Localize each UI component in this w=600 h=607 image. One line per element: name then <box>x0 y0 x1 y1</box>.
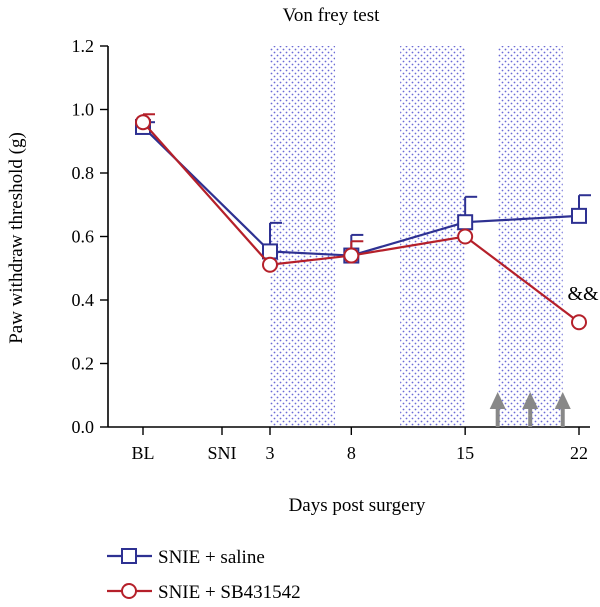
legend-label: SNIE + saline <box>158 547 265 568</box>
legend-item-1: SNIE + saline <box>107 547 265 568</box>
legend-item-2: SNIE + SB431542 <box>107 582 301 603</box>
y-tick-label: 0.8 <box>72 163 95 183</box>
y-tick-label: 1.2 <box>72 36 95 56</box>
x-tick-label: SNI <box>207 443 236 463</box>
legend-label: SNIE + SB431542 <box>158 582 301 603</box>
y-tick-label: 0.2 <box>72 354 95 374</box>
x-tick-label: BL <box>131 443 154 463</box>
injection-arrow <box>522 392 539 427</box>
y-ticks: 0.0 0.2 0.4 0.6 0.8 1.0 1.2 <box>72 36 108 437</box>
legend-square-marker <box>121 548 137 564</box>
x-ticks: BL SNI 3 8 15 22 <box>131 427 588 463</box>
significance-annotation: && <box>567 283 599 305</box>
data-point-circle <box>571 314 587 331</box>
series <box>135 113 591 331</box>
data-point-circle <box>135 114 151 131</box>
series-sb431542 <box>135 113 587 331</box>
shaded-interval-2 <box>400 46 466 427</box>
y-axis-label: Paw withdraw threshold (g) <box>6 132 27 344</box>
injection-arrows <box>489 392 571 427</box>
data-point-circle <box>457 228 474 245</box>
y-tick-label: 0.0 <box>72 417 95 437</box>
data-point-square <box>262 243 278 260</box>
shaded-interval-1 <box>270 46 336 427</box>
y-tick-label: 0.4 <box>72 290 95 310</box>
x-tick-label: 3 <box>266 443 275 463</box>
x-tick-label: 15 <box>456 443 474 463</box>
arrow-head <box>554 392 571 409</box>
injection-arrow <box>554 392 571 427</box>
data-point-circle <box>343 247 360 264</box>
x-tick-label: 8 <box>347 443 356 463</box>
y-tick-label: 1.0 <box>72 100 95 120</box>
shaded-interval-3 <box>497 46 563 427</box>
arrow-head <box>522 392 539 409</box>
legend: SNIE + saline SNIE + SB431542 <box>107 547 301 603</box>
data-point-square <box>457 214 474 231</box>
data-point-square <box>571 207 587 224</box>
x-axis-label: Days post surgery <box>289 495 426 516</box>
chart-title: Von frey test <box>283 5 380 26</box>
arrow-head <box>489 392 506 409</box>
treatment-periods <box>270 46 563 427</box>
data-point-circle <box>262 256 278 273</box>
injection-arrow <box>489 392 506 427</box>
x-tick-label: 22 <box>570 443 588 463</box>
y-tick-label: 0.6 <box>72 227 95 247</box>
legend-circle-marker <box>121 583 137 599</box>
